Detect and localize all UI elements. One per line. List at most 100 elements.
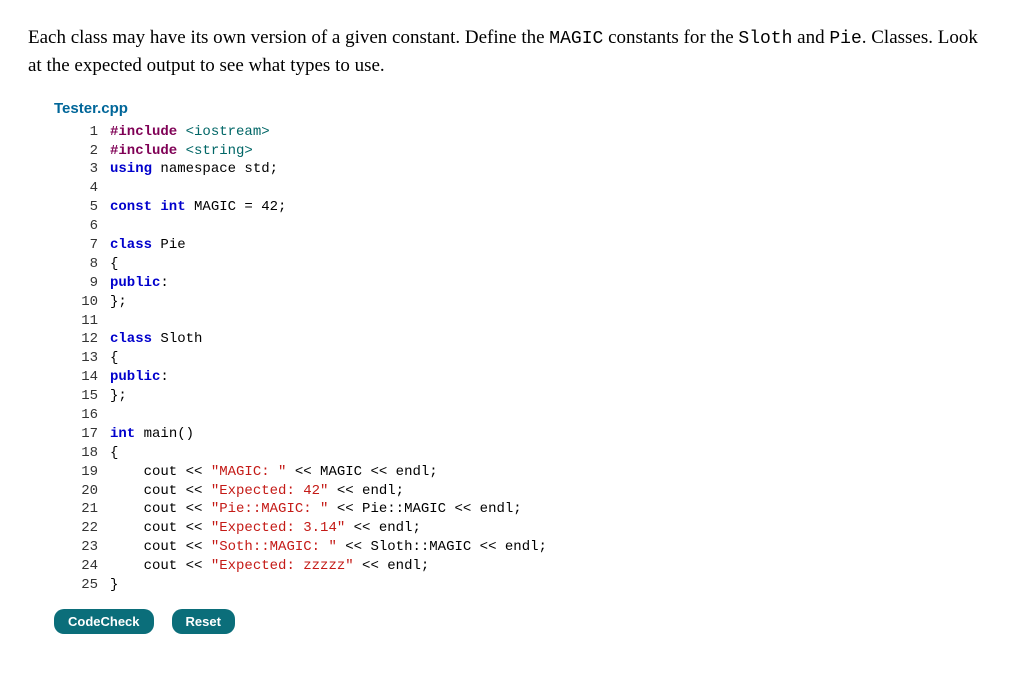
line-number: 9 — [54, 274, 110, 293]
line-number: 22 — [54, 519, 110, 538]
instr-code-sloth: Sloth — [738, 29, 792, 49]
code-line: 2#include <string> — [54, 142, 995, 161]
code-line: 3using namespace std; — [54, 160, 995, 179]
code-content[interactable]: int main() — [110, 425, 995, 444]
line-number: 6 — [54, 217, 110, 236]
line-number: 4 — [54, 179, 110, 198]
token-ident: }; — [110, 294, 127, 310]
code-content[interactable]: cout << "Pie::MAGIC: " << Pie::MAGIC << … — [110, 500, 995, 519]
code-content[interactable]: #include <string> — [110, 142, 995, 161]
token-str: "MAGIC: " — [211, 464, 287, 480]
token-ident: { — [110, 256, 118, 272]
line-number: 10 — [54, 293, 110, 312]
line-number: 20 — [54, 482, 110, 501]
code-content[interactable]: } — [110, 576, 995, 595]
line-number: 25 — [54, 576, 110, 595]
code-line: 6 — [54, 217, 995, 236]
line-number: 18 — [54, 444, 110, 463]
line-number: 19 — [54, 463, 110, 482]
line-number: 1 — [54, 123, 110, 142]
instr-seg-3: and — [792, 27, 829, 48]
token-kw-blue: public — [110, 275, 160, 291]
code-line: 10}; — [54, 293, 995, 312]
instr-seg-2: constants for the — [603, 27, 738, 48]
token-ident: << Sloth::MAGIC << endl; — [337, 539, 547, 555]
token-kw-blue: const int — [110, 199, 194, 215]
code-content[interactable]: { — [110, 349, 995, 368]
code-line: 17int main() — [54, 425, 995, 444]
token-fn: main() — [144, 426, 194, 442]
line-number: 2 — [54, 142, 110, 161]
code-content[interactable]: cout << "Expected: 42" << endl; — [110, 482, 995, 501]
code-line: 5const int MAGIC = 42; — [54, 198, 995, 217]
token-ident: cout << — [110, 501, 211, 517]
code-content[interactable] — [110, 406, 995, 425]
token-str: "Expected: zzzzz" — [211, 558, 354, 574]
token-ident: cout << — [110, 558, 211, 574]
line-number: 11 — [54, 312, 110, 331]
token-ident: << MAGIC << endl; — [286, 464, 437, 480]
line-number: 17 — [54, 425, 110, 444]
token-str: "Expected: 42" — [211, 483, 329, 499]
token-ident: : — [160, 369, 168, 385]
token-kw-blue: using — [110, 161, 160, 177]
code-content[interactable]: public: — [110, 368, 995, 387]
token-kw-blue: public — [110, 369, 160, 385]
code-content[interactable]: using namespace std; — [110, 160, 995, 179]
line-number: 15 — [54, 387, 110, 406]
line-number: 24 — [54, 557, 110, 576]
token-ident: namespace std; — [160, 161, 278, 177]
code-content[interactable]: class Sloth — [110, 330, 995, 349]
code-content[interactable] — [110, 179, 995, 198]
code-line: 4 — [54, 179, 995, 198]
code-content[interactable]: cout << "Expected: zzzzz" << endl; — [110, 557, 995, 576]
line-number: 8 — [54, 255, 110, 274]
token-ident: cout << — [110, 539, 211, 555]
token-ident: { — [110, 445, 118, 461]
code-content[interactable]: }; — [110, 387, 995, 406]
token-ident: ; — [278, 199, 286, 215]
code-line: 22 cout << "Expected: 3.14" << endl; — [54, 519, 995, 538]
token-ident: << endl; — [328, 483, 404, 499]
code-content[interactable]: { — [110, 444, 995, 463]
code-line: 21 cout << "Pie::MAGIC: " << Pie::MAGIC … — [54, 500, 995, 519]
line-number: 12 — [54, 330, 110, 349]
token-kw-blue: class — [110, 237, 160, 253]
page-root: Each class may have its own version of a… — [0, 0, 1023, 654]
token-ident: } — [110, 577, 118, 593]
token-str: "Soth::MAGIC: " — [211, 539, 337, 555]
token-ident: cout << — [110, 464, 211, 480]
code-line: 16 — [54, 406, 995, 425]
token-ident: cout << — [110, 520, 211, 536]
code-content[interactable]: cout << "Expected: 3.14" << endl; — [110, 519, 995, 538]
code-line: 15}; — [54, 387, 995, 406]
token-ident: << Pie::MAGIC << endl; — [328, 501, 521, 517]
token-ident: }; — [110, 388, 127, 404]
code-content[interactable] — [110, 312, 995, 331]
code-content[interactable] — [110, 217, 995, 236]
code-line: 14public: — [54, 368, 995, 387]
code-line: 23 cout << "Soth::MAGIC: " << Sloth::MAG… — [54, 538, 995, 557]
token-ident: : — [160, 275, 168, 291]
instr-seg-1: Each class may have its own version of a… — [28, 27, 549, 48]
code-line: 12class Sloth — [54, 330, 995, 349]
instr-code-pie: Pie — [829, 29, 861, 49]
code-content[interactable]: }; — [110, 293, 995, 312]
code-content[interactable]: #include <iostream> — [110, 123, 995, 142]
code-content[interactable]: { — [110, 255, 995, 274]
code-content[interactable]: cout << "MAGIC: " << MAGIC << endl; — [110, 463, 995, 482]
line-number: 14 — [54, 368, 110, 387]
code-content[interactable]: cout << "Soth::MAGIC: " << Sloth::MAGIC … — [110, 538, 995, 557]
reset-button[interactable]: Reset — [172, 609, 235, 634]
code-line: 9public: — [54, 274, 995, 293]
code-content[interactable]: const int MAGIC = 42; — [110, 198, 995, 217]
token-ident: MAGIC = — [194, 199, 261, 215]
code-content[interactable]: public: — [110, 274, 995, 293]
code-line: 11 — [54, 312, 995, 331]
code-content[interactable]: class Pie — [110, 236, 995, 255]
code-editor[interactable]: 1#include <iostream>2#include <string>3u… — [54, 123, 995, 595]
codecheck-button[interactable]: CodeCheck — [54, 609, 154, 634]
token-num: 42 — [261, 199, 278, 215]
token-kw-pp: #include — [110, 143, 186, 159]
code-line: 7class Pie — [54, 236, 995, 255]
